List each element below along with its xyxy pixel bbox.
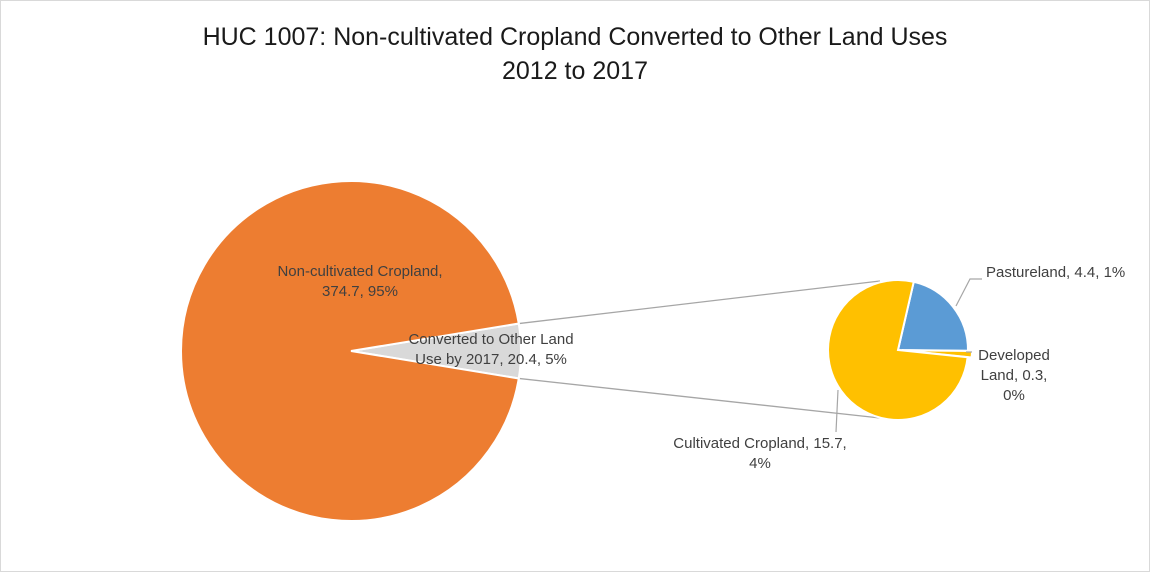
- data-labels: Non-cultivated Cropland, 374.7, 95% Conver…: [277, 263, 1125, 472]
- connector-line-bottom: [518, 377, 881, 419]
- secondary-slice-pastureland: [896, 280, 969, 352]
- chart-title-line-2: 2012 to 2017: [502, 57, 648, 85]
- leader-lines: [835, 278, 982, 433]
- label-non-cultivated-cropland: Non-cultivated Cropland, 374.7, 95%: [277, 263, 442, 300]
- chart-title: HUC 1007: Non-cultivated Cropland Conver…: [0, 20, 1150, 88]
- leader-line-cultivated-cropland: [835, 389, 839, 433]
- label-developed-land: Developed Land, 0.3, 0%: [978, 347, 1050, 404]
- secondary-pie: [827, 279, 974, 421]
- main-slice-non-cultivated-cropland: [180, 180, 520, 522]
- label-pastureland: Pastureland, 4.4, 1%: [986, 264, 1125, 281]
- leader-line-pastureland: [955, 278, 982, 307]
- secondary-slice-cultivated-cropland: [827, 279, 969, 421]
- connector-lines: [518, 280, 881, 419]
- label-cultivated-cropland: Cultivated Cropland, 15.7, 4%: [673, 435, 846, 472]
- chart-title-line-1: HUC 1007: Non-cultivated Cropland Conver…: [202, 23, 948, 51]
- main-pie: [180, 180, 522, 522]
- label-converted-to-other-land-use-by-2017: Converted to Other Land Use by 2017, 20.4…: [408, 331, 573, 368]
- connector-line-top: [518, 280, 881, 325]
